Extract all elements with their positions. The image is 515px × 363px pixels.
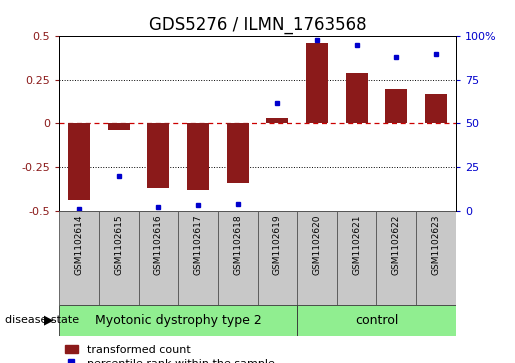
Text: GSM1102617: GSM1102617 [194,214,202,275]
Bar [297,305,456,336]
Bar [376,211,416,305]
Bar [139,211,178,305]
Legend: transformed count, percentile rank within the sample: transformed count, percentile rank withi… [65,345,275,363]
Text: Myotonic dystrophy type 2: Myotonic dystrophy type 2 [95,314,262,327]
Bar [108,123,130,130]
Text: GSM1102614: GSM1102614 [75,214,83,275]
Bar [337,211,376,305]
Bar [59,211,99,305]
Bar [266,118,288,123]
Bar [147,123,169,188]
Bar [68,123,90,200]
Text: disease state: disease state [5,315,79,325]
Text: GSM1102623: GSM1102623 [432,214,440,275]
Bar [59,305,297,336]
Text: GSM1102622: GSM1102622 [392,214,401,275]
Text: ▶: ▶ [44,314,54,327]
Bar [227,123,249,183]
Text: GSM1102618: GSM1102618 [233,214,242,275]
Text: GSM1102621: GSM1102621 [352,214,361,275]
Bar [306,43,328,123]
Bar [187,123,209,189]
Text: GSM1102616: GSM1102616 [154,214,163,275]
Text: control: control [355,314,398,327]
Bar [178,211,218,305]
Bar [346,73,368,123]
Bar [258,211,297,305]
Bar [99,211,139,305]
Text: GSM1102615: GSM1102615 [114,214,123,275]
Bar [218,211,258,305]
Title: GDS5276 / ILMN_1763568: GDS5276 / ILMN_1763568 [149,16,366,34]
Bar [385,89,407,123]
Text: GSM1102620: GSM1102620 [313,214,321,275]
Bar [425,94,447,123]
Bar [416,211,456,305]
Bar [297,211,337,305]
Text: GSM1102619: GSM1102619 [273,214,282,275]
